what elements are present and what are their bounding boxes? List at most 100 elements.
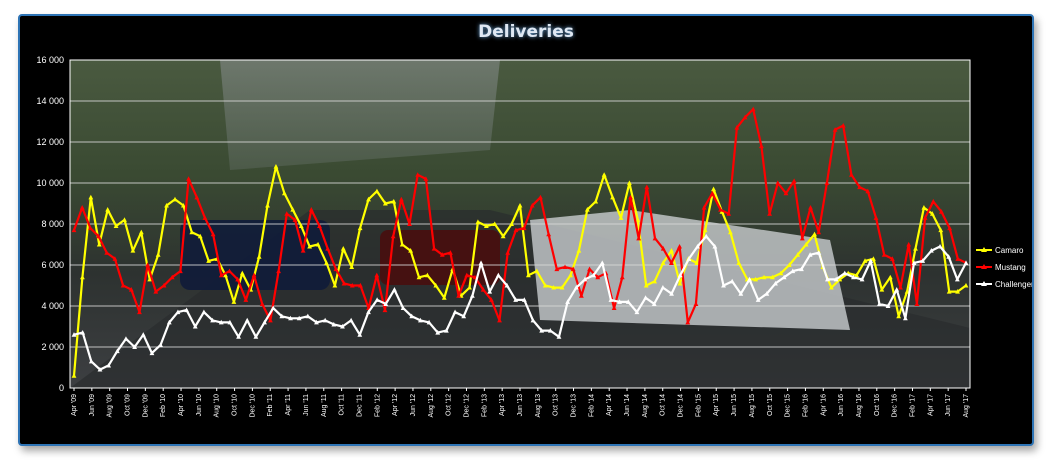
data-point-camaro bbox=[441, 295, 447, 300]
data-point-challenger bbox=[495, 272, 501, 278]
data-point-camaro bbox=[105, 207, 111, 212]
data-point-challenger bbox=[140, 332, 146, 337]
data-point-mustang bbox=[439, 252, 445, 257]
legend-marker-camaro bbox=[981, 247, 987, 252]
data-point-camaro bbox=[753, 276, 759, 282]
data-point-mustang bbox=[358, 282, 363, 288]
data-point-camaro bbox=[382, 200, 388, 206]
data-point-mustang bbox=[562, 264, 568, 270]
data-point-mustang bbox=[325, 246, 331, 251]
y-tick-label: 12 000 bbox=[36, 137, 64, 147]
data-point-camaro bbox=[669, 248, 674, 253]
data-point-challenger bbox=[340, 323, 345, 329]
data-point-challenger bbox=[366, 309, 371, 315]
x-tick-label: Feb '11 bbox=[267, 394, 274, 417]
x-tick-label: Aug '14 bbox=[642, 394, 649, 418]
x-tick-label: Jun '11 bbox=[303, 394, 310, 416]
data-point-camaro bbox=[130, 248, 136, 253]
x-tick-label: Feb '10 bbox=[160, 394, 167, 417]
data-point-challenger bbox=[71, 332, 77, 337]
data-point-challenger bbox=[461, 313, 467, 319]
x-tick-label: Aug '10 bbox=[214, 394, 221, 418]
data-point-challenger bbox=[565, 299, 571, 304]
data-point-camaro bbox=[315, 241, 321, 247]
data-point-camaro bbox=[391, 198, 397, 204]
data-point-mustang bbox=[922, 215, 928, 220]
data-point-challenger bbox=[452, 309, 458, 315]
data-point-challenger bbox=[296, 315, 302, 321]
data-point-challenger bbox=[946, 254, 952, 259]
data-point-camaro bbox=[467, 284, 472, 290]
data-point-challenger bbox=[236, 334, 241, 339]
data-point-camaro bbox=[517, 202, 523, 208]
data-point-mustang bbox=[227, 268, 232, 274]
data-point-mustang bbox=[775, 180, 781, 185]
data-point-mustang bbox=[480, 287, 486, 292]
data-point-challenger bbox=[418, 317, 423, 323]
x-tick-label: Dec '15 bbox=[785, 394, 792, 418]
data-point-mustang bbox=[128, 287, 134, 292]
x-tick-label: Feb '17 bbox=[909, 394, 916, 417]
data-point-challenger bbox=[547, 328, 553, 333]
data-point-challenger bbox=[114, 348, 120, 354]
y-axis: 0 2 000 4 000 6 000 8 000 10 000 12 000 14 000 1… bbox=[36, 55, 71, 393]
data-point-mustang bbox=[791, 178, 797, 183]
data-point-camaro bbox=[938, 227, 944, 233]
data-point-camaro bbox=[239, 270, 245, 276]
data-point-challenger bbox=[539, 328, 545, 333]
data-point-camaro bbox=[88, 194, 94, 200]
data-point-mustang bbox=[636, 235, 642, 241]
data-point-camaro bbox=[366, 196, 371, 202]
data-point-camaro bbox=[475, 219, 481, 224]
chart-title: Deliveries bbox=[478, 22, 574, 42]
data-point-mustang bbox=[349, 282, 355, 288]
data-point-mustang bbox=[79, 205, 85, 210]
data-point-camaro bbox=[601, 172, 607, 177]
data-point-challenger bbox=[669, 291, 674, 296]
data-point-challenger bbox=[97, 366, 103, 372]
x-tick-label: Dec '16 bbox=[892, 394, 899, 418]
data-point-challenger bbox=[859, 276, 865, 282]
data-point-challenger bbox=[816, 250, 822, 255]
data-point-camaro bbox=[223, 272, 228, 278]
x-tick-label: Aug '12 bbox=[428, 394, 435, 418]
data-point-mustang bbox=[87, 225, 93, 231]
data-point-camaro bbox=[626, 180, 632, 185]
data-point-challenger bbox=[773, 280, 778, 286]
data-point-challenger bbox=[521, 297, 527, 302]
x-tick-label: Feb '16 bbox=[802, 394, 809, 417]
data-point-camaro bbox=[349, 264, 355, 270]
data-point-mustang bbox=[840, 123, 846, 128]
data-point-challenger bbox=[253, 334, 259, 339]
data-point-mustang bbox=[857, 184, 863, 190]
data-point-mustang bbox=[456, 293, 462, 298]
data-point-mustang bbox=[96, 233, 101, 239]
data-point-challenger bbox=[400, 305, 406, 311]
data-point-camaro bbox=[618, 215, 624, 220]
data-point-camaro bbox=[871, 256, 876, 261]
data-point-camaro bbox=[500, 233, 506, 239]
data-point-camaro bbox=[399, 241, 405, 247]
data-point-mustang bbox=[939, 209, 944, 214]
data-point-mustang bbox=[235, 276, 241, 282]
data-point-camaro bbox=[483, 223, 489, 229]
data-point-mustang bbox=[742, 114, 748, 120]
data-point-camaro bbox=[357, 225, 363, 231]
data-point-mustang bbox=[652, 235, 658, 241]
data-point-camaro bbox=[492, 221, 498, 226]
legend-marker-challenger bbox=[981, 281, 987, 286]
x-tick-label: Apr '15 bbox=[713, 394, 720, 416]
data-point-mustang bbox=[423, 176, 429, 181]
x-tick-label: Dec '09 bbox=[142, 394, 149, 418]
data-point-camaro bbox=[189, 229, 195, 235]
data-point-challenger bbox=[703, 233, 709, 239]
x-tick-label: Oct '10 bbox=[232, 394, 239, 416]
data-point-mustang bbox=[488, 297, 494, 302]
x-tick-label: Dec '13 bbox=[571, 394, 578, 418]
x-tick-label: Oct '12 bbox=[446, 394, 453, 416]
data-point-challenger bbox=[244, 317, 250, 323]
data-point-mustang bbox=[914, 301, 920, 306]
data-point-camaro bbox=[913, 246, 918, 251]
data-point-challenger bbox=[911, 260, 917, 265]
x-tick-label: Jun '10 bbox=[196, 394, 203, 416]
